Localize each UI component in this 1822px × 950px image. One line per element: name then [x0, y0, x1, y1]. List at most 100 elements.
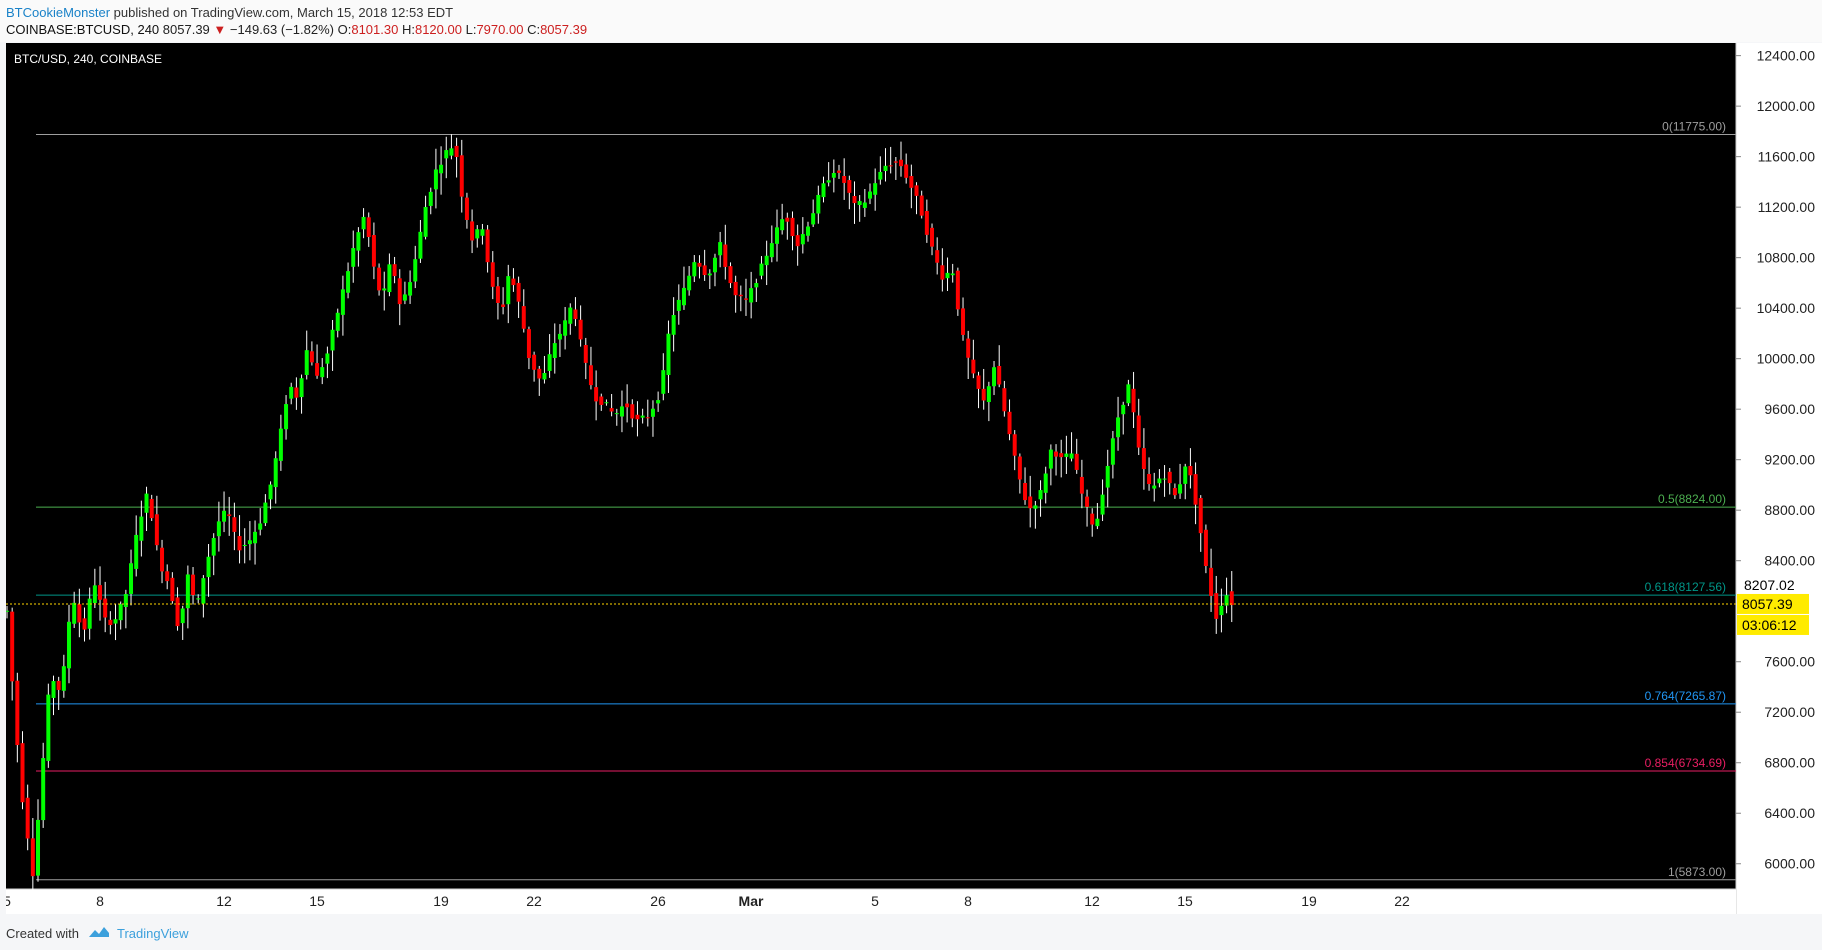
price-label: 8057.39: [1742, 596, 1793, 612]
candle-body: [625, 403, 630, 408]
tradingview-link[interactable]: TradingView: [117, 926, 189, 941]
candle-body: [371, 235, 376, 267]
candle-body: [201, 578, 206, 604]
candle-body: [268, 484, 273, 500]
candle-body: [599, 396, 604, 405]
candle-body: [289, 386, 294, 399]
close-value: 8057.39: [540, 22, 588, 37]
countdown-box: [1737, 614, 1809, 635]
candle-body: [511, 278, 516, 286]
candle-body: [284, 404, 289, 430]
candle-body: [1012, 434, 1017, 456]
candle-body: [356, 232, 361, 251]
candle-body: [41, 758, 46, 821]
axis-mark-label: 8207.02: [1744, 577, 1795, 593]
price-tick-label: 9600.00: [1764, 401, 1815, 417]
candle-body: [196, 598, 201, 600]
time-axis[interactable]: [6, 889, 1736, 914]
candle-body: [666, 333, 671, 375]
candle-body: [909, 176, 914, 188]
candle-body: [1198, 498, 1203, 534]
candle-body: [92, 585, 97, 603]
candle-body: [718, 242, 723, 256]
time-tick-label: 19: [433, 893, 449, 909]
candle-body: [697, 262, 702, 267]
candle-body: [330, 329, 335, 351]
created-with-text: Created with: [6, 926, 79, 941]
candle-body: [103, 598, 108, 618]
candle-body: [165, 571, 170, 582]
time-tick-label: 22: [526, 893, 542, 909]
candle-body: [1110, 438, 1115, 465]
candle-body: [1100, 494, 1105, 515]
candle-body: [335, 312, 340, 331]
candle-body: [619, 406, 624, 417]
candle-body: [868, 191, 873, 199]
footer: Created with TradingView: [0, 914, 1822, 950]
candle-body: [61, 666, 66, 691]
time-tick-label: Mar: [739, 893, 764, 909]
time-tick-label: 5: [6, 893, 11, 909]
candle-body: [320, 367, 325, 378]
candle-body: [707, 273, 712, 276]
candle-body: [1054, 451, 1059, 457]
candle-body: [609, 408, 614, 412]
time-tick-label: 19: [1301, 893, 1317, 909]
candle-body: [1167, 471, 1172, 484]
candle-body: [216, 521, 221, 537]
candle-body: [950, 273, 955, 276]
time-tick-label: 26: [650, 893, 666, 909]
candle-body: [258, 523, 263, 530]
candlestick-chart[interactable]: BTC/USD, 240, COINBASE 0(11775.00) 0.5(88…: [6, 43, 1822, 914]
candle-body: [67, 621, 72, 669]
candle-body: [986, 386, 991, 403]
candle-body: [971, 359, 976, 374]
candle-body: [836, 170, 841, 173]
tradingview-cloud-icon[interactable]: [86, 924, 112, 940]
candle-body: [129, 563, 134, 594]
candle-body: [563, 320, 568, 336]
candle-body: [759, 263, 764, 276]
candle-body: [743, 298, 748, 300]
price-tick-label: 12000.00: [1757, 98, 1816, 114]
candle-body: [20, 743, 25, 803]
candle-body: [439, 164, 444, 174]
candle-body: [547, 354, 552, 372]
low-value: 7970.00: [476, 22, 524, 37]
candle-body: [242, 544, 247, 546]
candle-body: [816, 194, 821, 214]
time-tick-label: 5: [871, 893, 879, 909]
candle-body: [780, 219, 785, 231]
candle-body: [51, 681, 56, 698]
fib-level-label: 0.764(7265.87): [1645, 689, 1726, 703]
plot-area[interactable]: [6, 43, 1736, 914]
candle-body: [185, 574, 190, 609]
price-tick-label: 8800.00: [1764, 502, 1815, 518]
candle-body: [490, 262, 495, 287]
time-tick-label: 22: [1394, 893, 1410, 909]
candle-body: [1178, 484, 1183, 494]
candle-body: [526, 329, 531, 359]
candle-body: [123, 594, 128, 607]
candle-body: [656, 400, 661, 404]
time-axis-ticks: 5 8 12 15 19 22 26 Mar 5 8 12 15 19 22: [6, 893, 1410, 909]
candle-body: [521, 306, 526, 329]
candle-body: [738, 294, 743, 297]
author-link[interactable]: BTCookieMonster: [6, 5, 111, 20]
candle-body: [1095, 518, 1100, 527]
candle-body: [857, 201, 862, 206]
time-tick-label: 8: [96, 893, 104, 909]
candle-body: [191, 574, 196, 596]
price-tick-label: 8400.00: [1764, 553, 1815, 569]
candle-body: [557, 333, 562, 340]
price-tick-label: 11200.00: [1758, 199, 1816, 215]
candle-body: [392, 264, 397, 277]
price-tick-label: 6000.00: [1764, 856, 1815, 872]
candle-body: [930, 227, 935, 247]
candle-body: [1085, 496, 1090, 507]
candle-body: [635, 414, 640, 420]
candle-body: [712, 257, 717, 273]
price-tick-label: 10400.00: [1757, 300, 1816, 316]
price-axis[interactable]: [1736, 43, 1822, 914]
candle-body: [630, 404, 635, 419]
